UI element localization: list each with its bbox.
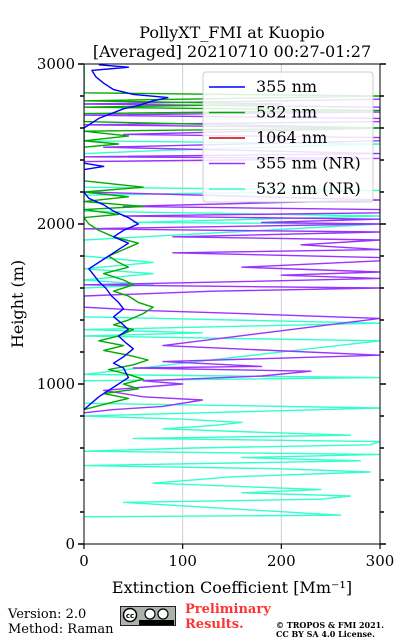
x-tick-label: 200 xyxy=(267,552,296,570)
series-line-355-nm xyxy=(84,64,169,411)
legend-label: 532 nm xyxy=(256,103,317,122)
copyright-line1: © TROPOS & FMI 2021. xyxy=(276,620,385,630)
legend-label: 1064 nm xyxy=(256,128,327,147)
legend-box xyxy=(202,71,374,203)
legend-label: 355 nm (NR) xyxy=(256,154,361,173)
extinction-chart: PollyXT_FMI at Kuopio [Averaged] 2021071… xyxy=(8,23,395,597)
method-text: Method: Raman xyxy=(8,622,114,637)
copyright-line2: CC BY SA 4.0 License. xyxy=(276,629,375,639)
series-layer xyxy=(84,64,380,518)
series-line-355-nm-nr- xyxy=(84,98,380,414)
y-tick-label: 0 xyxy=(65,535,75,553)
cc-license-badge: cc xyxy=(120,606,176,626)
legend-label: 355 nm xyxy=(256,77,317,96)
version-text: Version: 2.0 xyxy=(8,607,87,622)
plot-frame xyxy=(83,63,381,545)
series-line-532-nm-nr- xyxy=(84,67,380,518)
y-tick-label: 2000 xyxy=(37,215,75,233)
cc-icon: cc xyxy=(122,607,174,625)
x-tick-label: 300 xyxy=(366,552,395,570)
x-tick-label: 100 xyxy=(168,552,197,570)
legend-items: 355 nm 532 nm 1064 nm 355 nm (NR) 532 nm (NR… xyxy=(209,77,361,198)
y-tick-label: 3000 xyxy=(37,55,75,73)
legend-label: 532 nm (NR) xyxy=(256,179,361,198)
chart-subtitle: [Averaged] 20210710 00:27-01:27 xyxy=(93,42,371,61)
legend: 355 nm 532 nm 1064 nm 355 nm (NR) 532 nm (NR… xyxy=(202,71,374,203)
chart-title: PollyXT_FMI at Kuopio xyxy=(139,23,325,42)
y-tick-label: 1000 xyxy=(37,375,75,393)
preliminary-label-line2: Results. xyxy=(185,617,244,632)
y-axis-label: Height (m) xyxy=(8,260,27,348)
preliminary-label-line1: Preliminary xyxy=(185,602,271,617)
x-axis-label: Extinction Coefficient [Mm⁻¹] xyxy=(112,578,352,597)
x-tick-label: 0 xyxy=(79,552,89,570)
svg-text:cc: cc xyxy=(126,612,134,620)
